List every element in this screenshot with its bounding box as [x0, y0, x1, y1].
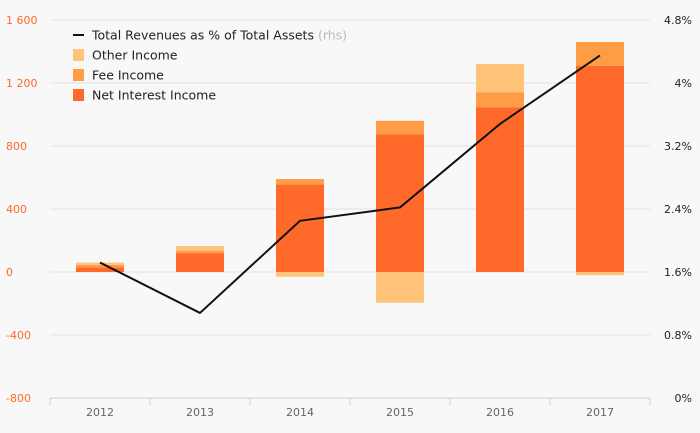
x-tick-label: 2017	[586, 406, 614, 419]
y-tick-label: 400	[6, 203, 27, 216]
bar-segment	[176, 253, 224, 272]
legend-label: Fee Income	[92, 68, 164, 83]
y2-tick-label: 2.4%	[664, 203, 692, 216]
bar-segment	[176, 246, 224, 251]
bar-segment	[276, 184, 324, 272]
bar-segment	[476, 92, 524, 108]
bar-segment	[76, 262, 124, 265]
bar-segment	[376, 272, 424, 303]
bar-segment	[76, 267, 124, 272]
x-tick-label: 2014	[286, 406, 314, 419]
y-tick-label: -800	[6, 392, 31, 405]
bar-marks	[76, 42, 624, 303]
y2-tick-label: 0.8%	[664, 329, 692, 342]
y-tick-label: 800	[6, 140, 27, 153]
bar-segment	[376, 120, 424, 135]
legend-swatch	[73, 89, 84, 101]
bar-segment	[576, 42, 624, 66]
x-tick-label: 2013	[186, 406, 214, 419]
x-tick-label: 2015	[386, 406, 414, 419]
y2-tick-label: 4%	[675, 77, 692, 90]
y2-tick-label: 4.8%	[664, 14, 692, 27]
bar-segment	[576, 272, 624, 276]
bar-segment	[276, 179, 324, 185]
y-tick-label: 0	[6, 266, 13, 279]
bar-segment	[476, 64, 524, 93]
legend-swatch	[73, 49, 84, 61]
legend-swatch	[73, 69, 84, 81]
bar-segment	[576, 65, 624, 272]
bar-segment	[376, 134, 424, 272]
bar-segment	[476, 107, 524, 272]
y-tick-label: -400	[6, 329, 31, 342]
legend: Total Revenues as % of Total Assets (rhs…	[73, 28, 347, 103]
axes: -800 -400 0 400 800 1 200 1 600 0% 0.8% 1.6% 2.4% 3…	[6, 14, 692, 419]
bar-segment	[76, 264, 124, 268]
gridlines	[50, 19, 650, 399]
revenue-ratio-line	[99, 54, 601, 314]
line-series	[99, 54, 601, 314]
legend-suffix: (rhs)	[318, 28, 347, 43]
y-tick-label: 1 600	[6, 14, 38, 27]
y2-tick-label: 0%	[675, 392, 692, 405]
legend-label: Net Interest Income	[92, 88, 216, 103]
y2-tick-label: 1.6%	[664, 266, 692, 279]
legend-label: Total Revenues as % of Total Assets (rhs…	[91, 28, 347, 43]
x-tick-label: 2016	[486, 406, 514, 419]
y-tick-label: 1 200	[6, 77, 38, 90]
y2-tick-label: 3.2%	[664, 140, 692, 153]
bar-segment	[176, 250, 224, 254]
x-tick-label: 2012	[86, 406, 114, 419]
bar-segment	[276, 272, 324, 277]
legend-label: Other Income	[92, 48, 178, 63]
